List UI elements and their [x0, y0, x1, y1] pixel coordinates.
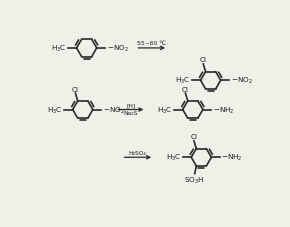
Text: $-$NO$_2$: $-$NO$_2$	[231, 76, 253, 86]
Text: $-$NH$_2$: $-$NH$_2$	[222, 153, 243, 163]
Text: [H]: [H]	[126, 102, 135, 107]
Text: H$_3$C: H$_3$C	[157, 105, 173, 115]
Text: Cl: Cl	[200, 57, 207, 63]
Text: H$_3$C: H$_3$C	[47, 105, 63, 115]
Text: SO$_3$H: SO$_3$H	[184, 175, 205, 185]
Text: H₂SO₄: H₂SO₄	[129, 150, 147, 155]
Text: $-$NH$_2$: $-$NH$_2$	[213, 105, 234, 115]
Text: H$_3$C: H$_3$C	[51, 44, 66, 54]
Text: 55~60 ℃: 55~60 ℃	[137, 41, 166, 46]
Text: Na₂S: Na₂S	[124, 111, 138, 116]
Text: H$_3$C: H$_3$C	[166, 153, 181, 163]
Text: Cl: Cl	[72, 86, 79, 92]
Text: H$_3$C: H$_3$C	[175, 76, 191, 86]
Text: $-$NO$_2$: $-$NO$_2$	[107, 44, 129, 54]
Text: $-$NO$_2$: $-$NO$_2$	[103, 105, 125, 115]
Text: Cl: Cl	[182, 86, 189, 92]
Text: Cl: Cl	[191, 134, 197, 140]
